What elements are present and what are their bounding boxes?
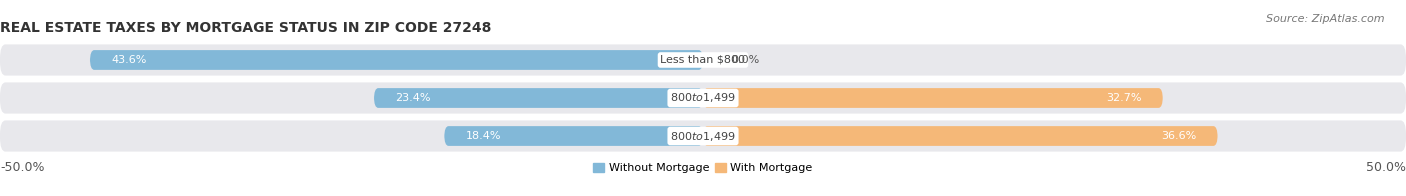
Text: Source: ZipAtlas.com: Source: ZipAtlas.com (1267, 14, 1385, 24)
FancyBboxPatch shape (0, 44, 1406, 76)
Text: -50.0%: -50.0% (0, 161, 45, 174)
Text: 50.0%: 50.0% (1367, 161, 1406, 174)
Text: 32.7%: 32.7% (1107, 93, 1142, 103)
FancyBboxPatch shape (703, 126, 1218, 146)
Text: Less than $800: Less than $800 (661, 55, 745, 65)
Text: $800 to $1,499: $800 to $1,499 (671, 92, 735, 104)
Text: 43.6%: 43.6% (111, 55, 146, 65)
FancyBboxPatch shape (444, 126, 703, 146)
Text: $800 to $1,499: $800 to $1,499 (671, 130, 735, 142)
FancyBboxPatch shape (703, 88, 1163, 108)
Text: 18.4%: 18.4% (465, 131, 501, 141)
FancyBboxPatch shape (0, 82, 1406, 114)
Text: 23.4%: 23.4% (395, 93, 430, 103)
FancyBboxPatch shape (0, 120, 1406, 152)
FancyBboxPatch shape (90, 50, 703, 70)
Legend: Without Mortgage, With Mortgage: Without Mortgage, With Mortgage (589, 159, 817, 178)
Text: 0.0%: 0.0% (731, 55, 759, 65)
Text: REAL ESTATE TAXES BY MORTGAGE STATUS IN ZIP CODE 27248: REAL ESTATE TAXES BY MORTGAGE STATUS IN … (0, 21, 491, 35)
FancyBboxPatch shape (374, 88, 703, 108)
Text: 36.6%: 36.6% (1161, 131, 1197, 141)
